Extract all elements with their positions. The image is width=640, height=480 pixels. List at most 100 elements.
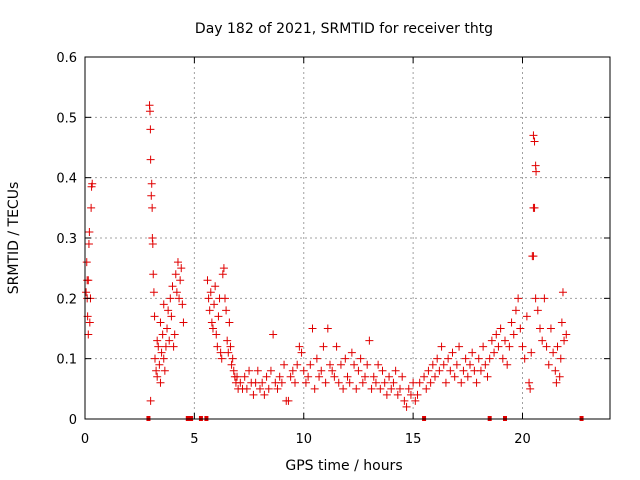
data-point: [286, 372, 295, 381]
data-point: [227, 360, 236, 369]
chart-title: Day 182 of 2021, SRMTID for receiver tht…: [195, 21, 493, 37]
data-point: [170, 330, 179, 339]
data-point: [361, 372, 369, 381]
data-point: [204, 294, 213, 303]
data-point: [496, 324, 505, 333]
data-point: [222, 306, 231, 315]
data-point: [148, 240, 157, 249]
data-point: [146, 125, 155, 134]
data-point: [527, 348, 536, 357]
y-axis-label: SRMTID / TECUs: [6, 182, 22, 295]
data-point: [245, 366, 254, 375]
data-point: [358, 378, 367, 387]
data-point: [214, 312, 223, 321]
data-point: [146, 396, 155, 405]
data-point: [558, 288, 567, 297]
data-point: [350, 360, 359, 369]
data-point: [328, 366, 337, 375]
data-point: [159, 300, 168, 309]
data-point: [323, 324, 332, 333]
data-point: [474, 354, 483, 363]
data-point: [363, 360, 372, 369]
data-point: [253, 366, 262, 375]
data-point: [208, 324, 217, 333]
data-point: [154, 342, 163, 351]
y-tick-label: 0.6: [56, 51, 77, 66]
data-point: [522, 312, 531, 321]
data-point: [526, 384, 535, 393]
data-point: [312, 354, 321, 363]
data-point: [529, 131, 538, 140]
data-point: [221, 294, 229, 303]
data-point: [147, 191, 156, 200]
data-point: [151, 354, 159, 363]
x-tick-label: 10: [295, 432, 312, 447]
x-axis-label: GPS time / hours: [285, 458, 402, 474]
data-point: [411, 396, 420, 405]
data-point: [177, 264, 186, 273]
data-point: [551, 366, 560, 375]
data-point: [291, 378, 299, 387]
data-point: [308, 324, 317, 333]
data-point: [150, 312, 159, 321]
data-point: [82, 288, 91, 297]
data-point: [295, 342, 304, 351]
data-point: [494, 342, 503, 351]
data-point: [249, 390, 258, 399]
data-point: [321, 378, 330, 387]
data-point: [552, 378, 561, 387]
data-point: [444, 354, 453, 363]
data-point: [555, 372, 564, 381]
data-point: [490, 348, 499, 357]
data-point: [87, 203, 96, 212]
data-point: [516, 324, 525, 333]
data-point: [483, 372, 492, 381]
data-point: [284, 396, 293, 405]
data-point: [310, 384, 319, 393]
data-point: [315, 372, 324, 381]
data-point: [213, 342, 222, 351]
data-point: [147, 179, 156, 188]
data-point: [369, 372, 378, 381]
data-point: [529, 252, 538, 261]
data-point: [149, 288, 158, 297]
data-point: [374, 360, 383, 369]
data-point: [400, 396, 409, 405]
data-point: [224, 348, 233, 357]
data-point: [264, 384, 273, 393]
data-point: [269, 330, 278, 339]
data-point: [152, 366, 161, 375]
data-point: [435, 366, 444, 375]
data-point: [240, 372, 249, 381]
data-point: [156, 318, 165, 327]
data-point: [304, 372, 313, 381]
data-point: [371, 378, 380, 387]
data-point: [461, 354, 470, 363]
data-point: [404, 384, 413, 393]
data-point: [343, 372, 352, 381]
data-point: [159, 354, 168, 363]
data-point: [85, 227, 94, 236]
data-point: [367, 384, 376, 393]
data-point: [530, 203, 539, 212]
data-point: [178, 300, 187, 309]
data-point: [376, 384, 385, 393]
data-point: [505, 342, 514, 351]
data-point: [549, 348, 558, 357]
data-point: [161, 342, 170, 351]
data-point: [258, 378, 267, 387]
data-point: [165, 336, 174, 345]
data-point: [509, 330, 518, 339]
data-point: [260, 390, 269, 399]
data-point: [530, 137, 539, 146]
data-point: [450, 372, 459, 381]
data-point: [273, 384, 282, 393]
data-point: [472, 378, 481, 387]
data-point: [544, 360, 553, 369]
data-point: [317, 366, 326, 375]
data-point: [88, 179, 97, 188]
data-point: [242, 384, 251, 393]
data-point: [168, 282, 177, 291]
data-point: [476, 366, 485, 375]
data-point: [498, 354, 507, 363]
